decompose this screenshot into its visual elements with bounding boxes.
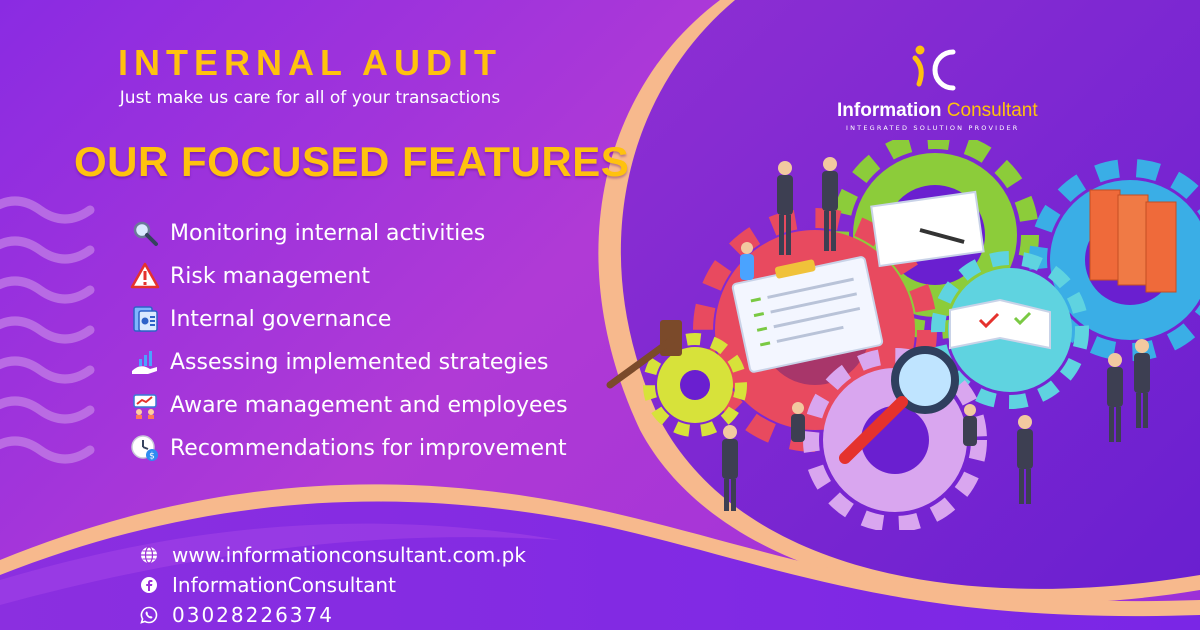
whatsapp-icon bbox=[140, 606, 158, 624]
team-chart-icon bbox=[133, 394, 157, 419]
warning-icon bbox=[130, 262, 160, 289]
binders bbox=[1089, 189, 1177, 293]
feature-item: Monitoring internal activities bbox=[130, 214, 568, 252]
feature-item: Risk management bbox=[130, 257, 568, 295]
feature-item: Internal governance bbox=[130, 300, 568, 338]
svg-text:$: $ bbox=[149, 452, 155, 462]
facebook-icon bbox=[141, 577, 157, 593]
feature-label: Monitoring internal activities bbox=[170, 220, 486, 246]
open-book bbox=[949, 298, 1051, 350]
feature-item: Aware management and employees bbox=[130, 386, 568, 424]
company-logo: Information Consultant INTEGRATED SOLUTI… bbox=[832, 44, 1062, 134]
audit-illustration bbox=[606, 140, 1200, 530]
feature-item: $ Recommendations for improvement bbox=[130, 429, 568, 467]
magnifier-icon bbox=[133, 221, 158, 246]
feature-label: Assessing implemented strategies bbox=[170, 349, 549, 375]
feature-label: Internal governance bbox=[170, 306, 392, 332]
ic-logo-mark bbox=[912, 45, 956, 91]
phone-link[interactable]: 03028226374 bbox=[140, 600, 526, 630]
facebook-link[interactable]: InformationConsultant bbox=[140, 570, 526, 600]
gear-yellow bbox=[643, 333, 747, 437]
page-title: INTERNAL AUDIT bbox=[118, 42, 502, 83]
feature-label: Risk management bbox=[170, 263, 370, 289]
website-link[interactable]: www.informationconsultant.com.pk bbox=[140, 540, 526, 570]
logo-subtitle: INTEGRATED SOLUTION PROVIDER bbox=[846, 124, 1020, 132]
feature-list: Monitoring internal activities Risk mana… bbox=[130, 214, 568, 472]
document bbox=[870, 190, 985, 268]
tagline: Just make us care for all of your transa… bbox=[119, 88, 501, 108]
growth-hand-icon bbox=[132, 351, 157, 374]
people bbox=[722, 157, 1150, 511]
governance-document-icon bbox=[133, 306, 158, 332]
features-title: OUR FOCUSED FEATURES bbox=[74, 138, 630, 185]
phone-text: 03028226374 bbox=[172, 603, 334, 627]
clock-money-icon: $ bbox=[131, 435, 158, 462]
globe-icon bbox=[141, 546, 157, 564]
logo-name: Information Consultant bbox=[837, 100, 1038, 121]
feature-label: Recommendations for improvement bbox=[170, 435, 567, 461]
website-text: www.informationconsultant.com.pk bbox=[172, 543, 526, 567]
magnifying-glass bbox=[839, 346, 959, 464]
feature-label: Aware management and employees bbox=[170, 392, 568, 418]
clipboard bbox=[731, 256, 884, 373]
facebook-text: InformationConsultant bbox=[172, 573, 396, 597]
headline: INTERNAL AUDIT Just make us care for all… bbox=[0, 42, 620, 108]
contact-info: www.informationconsultant.com.pk Informa… bbox=[140, 540, 526, 630]
gavel bbox=[606, 320, 682, 389]
feature-item: Assessing implemented strategies bbox=[130, 343, 568, 381]
